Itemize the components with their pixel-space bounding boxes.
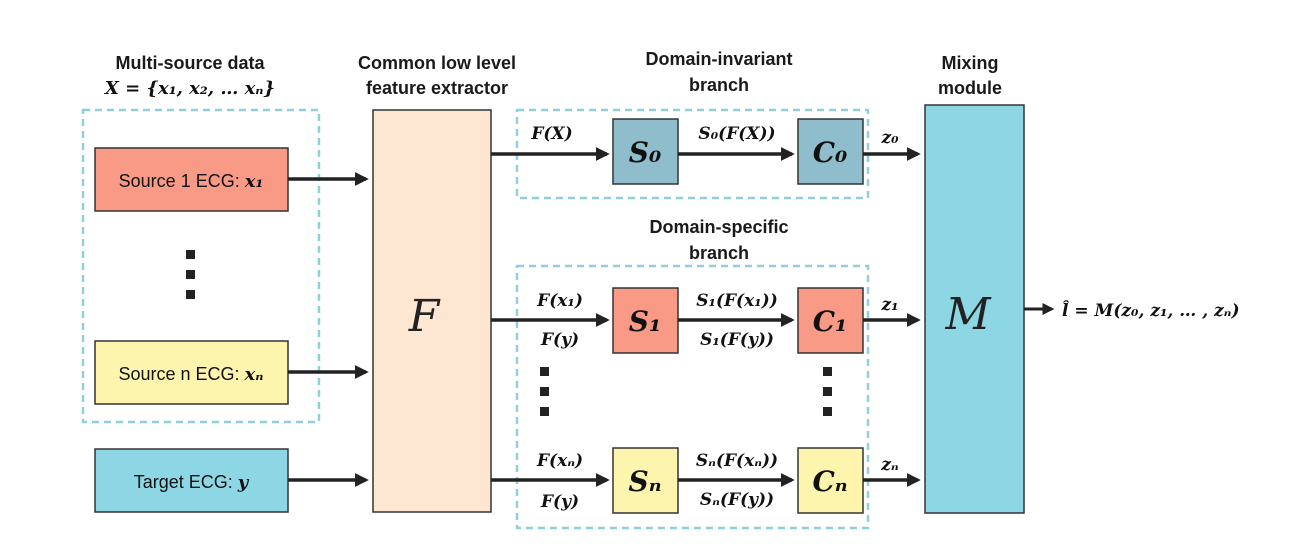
header-extractor-line1: Common low level [358,53,516,73]
c1-symbol: C₁ [813,305,848,338]
header-extractor-line2: feature extractor [366,78,508,98]
header-mixing-line1: Mixing [942,53,999,73]
sn-block [612,447,679,514]
c0-block [797,118,864,185]
c1-block [797,287,864,354]
header-invariant-line2: branch [689,75,749,95]
domain-specific-group [515,264,870,530]
label-snfy: Sₙ(F(y)) [700,490,774,510]
header-multi-source: Multi-source data [115,53,265,73]
label-snfxn: Sₙ(F(xₙ)) [696,451,778,471]
c-blocks-ellipsis [823,367,832,416]
sn-symbol: Sₙ [628,465,661,498]
cn-symbol: Cₙ [812,465,847,498]
c0-symbol: C₀ [813,136,848,169]
output-formula: l̂ = M(z₀, z₁, … , zₙ) [1062,301,1240,321]
s1-symbol: S₁ [629,305,661,338]
s1-block [612,287,679,354]
feature-extractor-block [372,109,492,513]
s0-block [612,118,679,185]
target-box [94,448,289,513]
mixing-module-block [924,104,1025,514]
feature-extractor-symbol: F [408,291,441,342]
s0-symbol: S₀ [629,136,661,169]
header-invariant-line1: Domain-invariant [645,49,792,69]
multi-source-group [81,108,321,424]
sourcen-box [94,340,289,405]
cn-block [797,447,864,514]
label-s1fx1: S₁(F(x₁)) [696,291,778,311]
source1-box [94,147,289,212]
label-z0: z₀ [880,128,899,148]
label-fy1: F(y) [540,330,579,350]
header-multi-source-set: X = {x₁, x₂, … xₙ} [104,78,275,99]
label-zn: zₙ [880,455,899,475]
sourcen-label: Source n ECG: xₙ [118,364,263,385]
label-fx1: F(x₁) [536,291,583,311]
header-mixing-line2: module [938,78,1002,98]
target-label: Target ECG: y [134,472,250,493]
label-fxn: F(xₙ) [536,451,583,471]
label-fyn: F(y) [540,492,579,512]
s-blocks-ellipsis [540,367,549,416]
source1-label: Source 1 ECG: x₁ [119,171,264,192]
label-z1: z₁ [880,295,898,315]
label-s1fy: S₁(F(y)) [700,330,774,350]
sources-ellipsis [186,250,195,299]
label-fx: F(X) [530,124,572,144]
mixing-module-symbol: M [944,289,991,340]
label-s0fx: S₀(F(X)) [698,124,775,144]
header-specific-line2: branch [689,243,749,263]
header-specific-line1: Domain-specific [649,217,788,237]
